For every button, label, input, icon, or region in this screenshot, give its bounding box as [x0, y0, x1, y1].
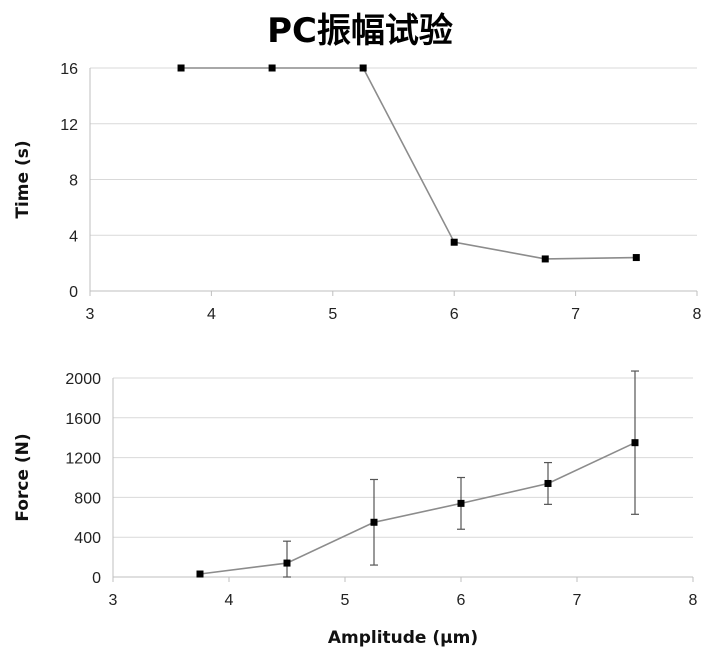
time-data-point-5: [632, 254, 640, 262]
force-y-tick-label-4: 1600: [65, 411, 101, 428]
time-y-tick-label-0: 0: [69, 284, 78, 301]
time-y-tick-label-3: 12: [60, 117, 78, 134]
force-x-tick-label-5: 8: [689, 592, 698, 609]
time-data-point-4: [541, 255, 549, 263]
time-series-line: [181, 67, 637, 260]
force-x-tick-label-3: 6: [457, 592, 466, 609]
time-data-point-1: [268, 64, 276, 72]
force-y-tick-label-3: 1200: [65, 451, 101, 468]
time-y-tick-label-1: 4: [69, 228, 78, 245]
force-x-axis-title: Amplitude (μm): [328, 628, 478, 648]
time-x-tick-label-2: 5: [328, 306, 337, 323]
force-data-point-3: [457, 499, 465, 507]
force-data-point-0: [196, 570, 204, 578]
time-x-tick-label-3: 6: [450, 306, 459, 323]
force-x-tick-label-2: 5: [341, 592, 350, 609]
chart-title: PC振幅试验: [267, 11, 453, 51]
force-x-tick-label-1: 4: [225, 592, 234, 609]
time-y-axis-title: Time (s): [13, 140, 33, 218]
time-data-point-0: [177, 64, 185, 72]
force-x-tick-label-4: 7: [573, 592, 582, 609]
force-data-point-5: [631, 439, 639, 447]
time-x-tick-label-1: 4: [207, 306, 216, 323]
force-x-tick-label-0: 3: [109, 592, 118, 609]
force-data-point-4: [544, 479, 552, 487]
force-y-tick-label-0: 0: [92, 570, 101, 587]
force-data-point-2: [370, 518, 378, 526]
time-data-point-2: [359, 64, 367, 72]
time-data-point-3: [450, 238, 458, 246]
force-y-tick-label-2: 800: [74, 490, 101, 507]
force-data-point-1: [283, 559, 291, 567]
time-y-tick-label-2: 8: [69, 173, 78, 190]
force-y-tick-label-1: 400: [74, 530, 101, 547]
time-x-tick-label-4: 7: [571, 306, 580, 323]
force-y-tick-label-5: 2000: [65, 371, 101, 388]
time-x-tick-label-5: 8: [693, 306, 702, 323]
time-y-tick-label-4: 16: [60, 61, 78, 78]
force-series-line: [199, 441, 636, 575]
time-x-tick-label-0: 3: [86, 306, 95, 323]
force-y-axis-title: Force (N): [13, 433, 33, 521]
